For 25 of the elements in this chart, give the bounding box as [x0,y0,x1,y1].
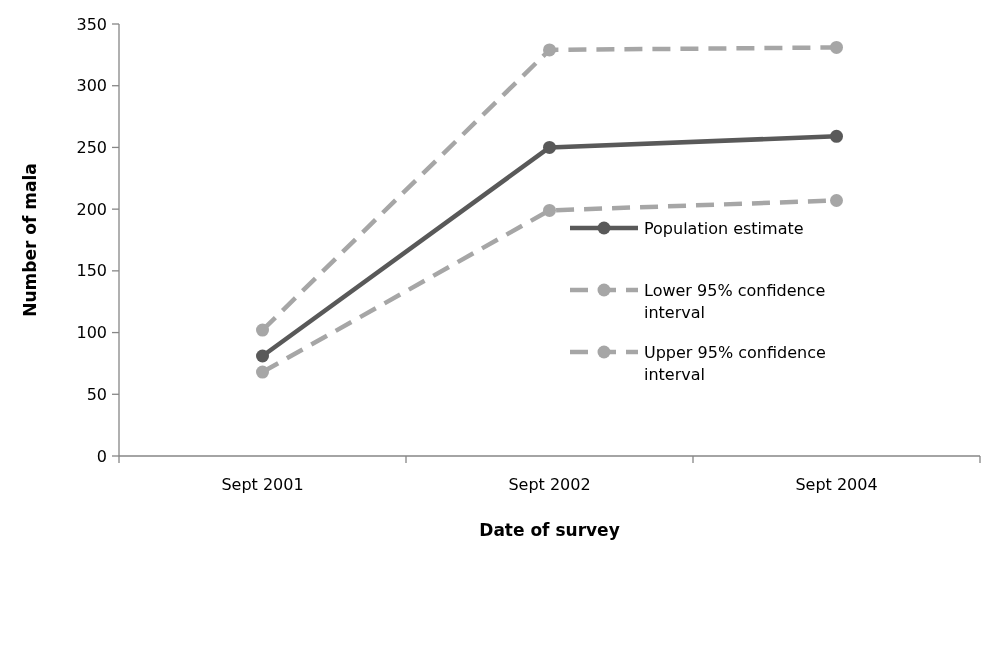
point [543,43,556,57]
x-tick-label: Sept 2001 [221,475,304,494]
point [256,365,269,379]
y-tick-label: 150 [76,261,107,281]
point [256,349,269,363]
y-tick-label: 50 [86,384,107,404]
x-tick-label: Sept 2004 [795,475,878,494]
point [543,203,556,217]
y-tick-label: 250 [76,138,107,158]
point [256,323,269,337]
x-tick-label: Sept 2002 [508,475,591,494]
point [830,194,843,207]
x-axis-title: Date of survey [479,520,620,540]
point [830,129,843,143]
legend-label: Lower 95% confidence interval [644,280,826,322]
y-tick-label: 350 [76,14,107,34]
legend-label: Population estimate [644,218,804,238]
legend-label: Upper 95% confidence interval [644,342,826,384]
y-axis-title: Number of mala [20,163,40,317]
point [830,40,843,54]
y-tick-label: 300 [76,76,107,96]
y-tick-label: 0 [96,446,107,466]
point [543,140,556,154]
y-tick-label: 200 [76,199,107,219]
y-tick-label: 100 [76,323,107,343]
